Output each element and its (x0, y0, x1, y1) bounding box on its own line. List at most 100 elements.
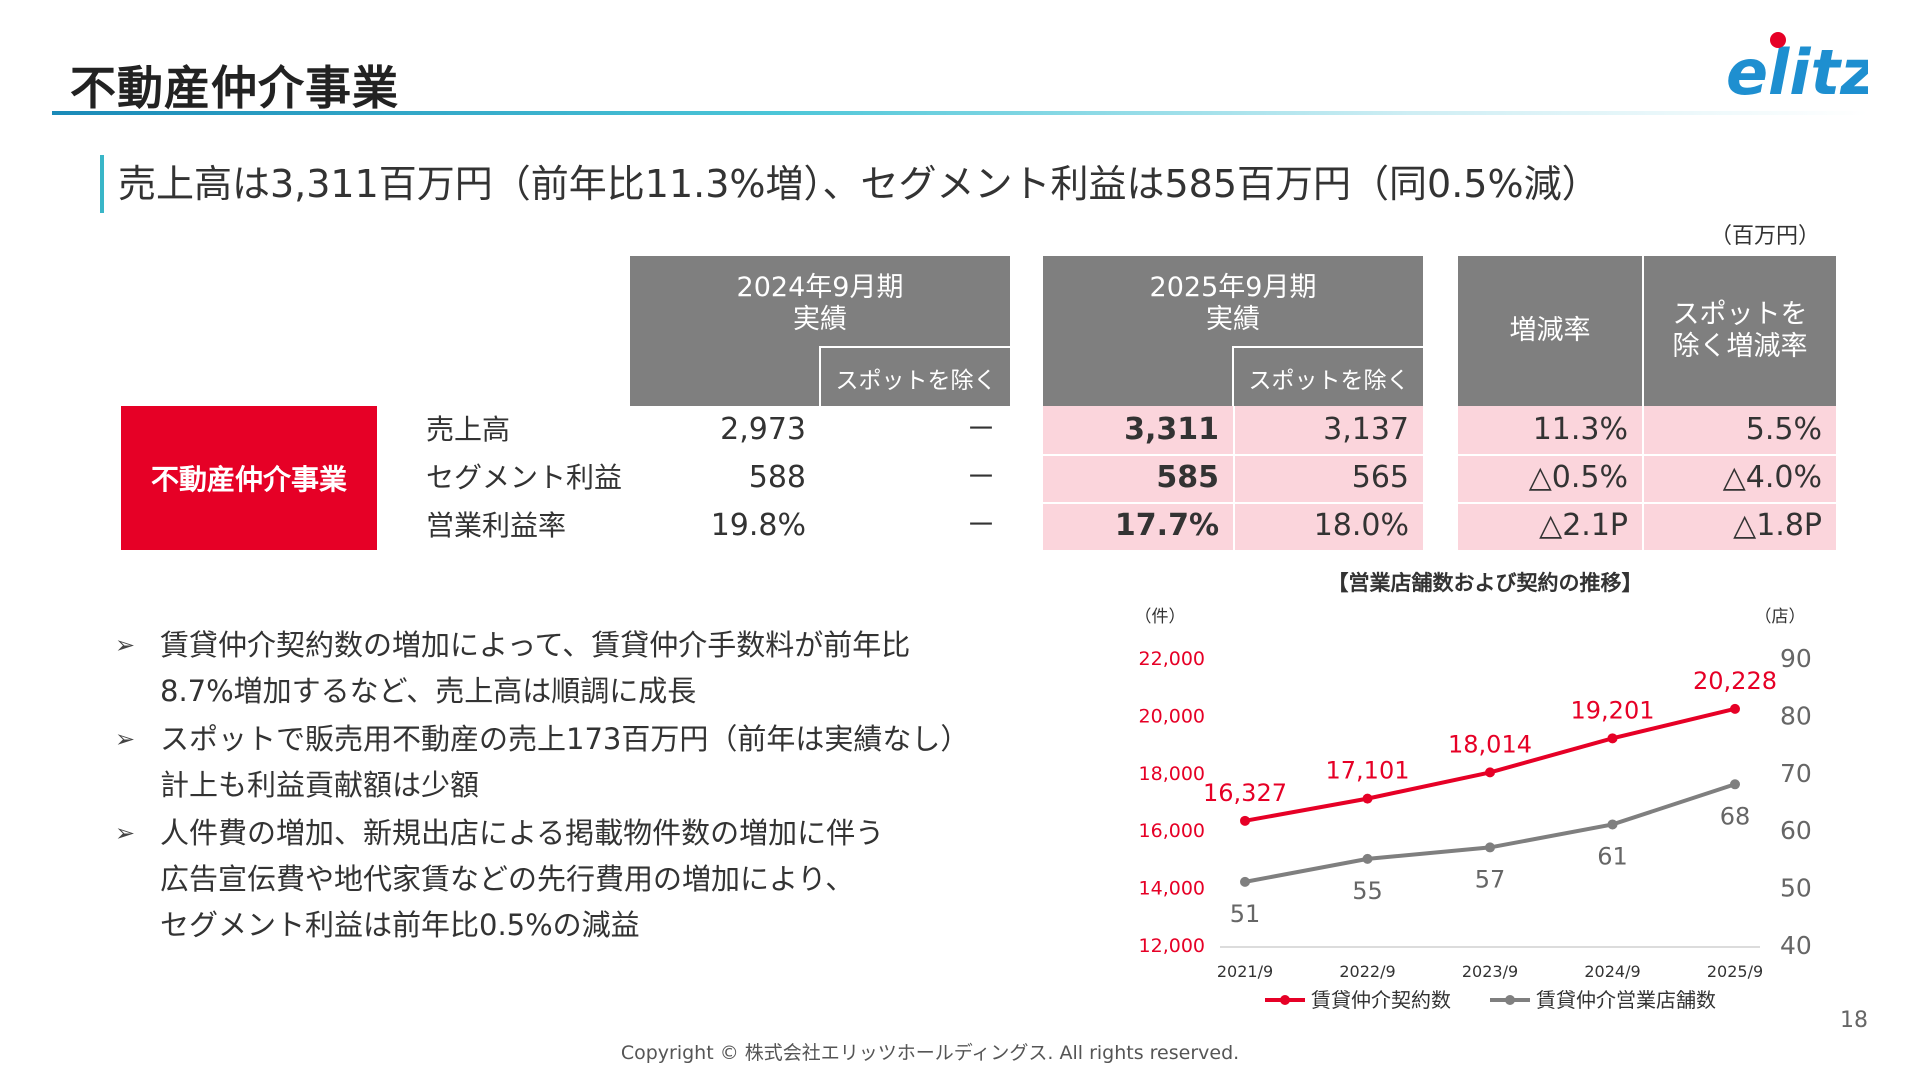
header-2025-line1: 2025年9月期 (1149, 272, 1317, 303)
x-tick-label: 2025/9 (1707, 962, 1763, 981)
data-point (1240, 876, 1250, 887)
legend-marker (1505, 995, 1515, 1005)
cell-change-ex: △4.0% (1644, 454, 1836, 502)
bullet-line: セグメント利益は前年比0.5%の減益 (160, 908, 640, 942)
data-label: 16,327 (1203, 779, 1287, 807)
legend-label: 賃貸仲介契約数 (1311, 988, 1451, 1012)
header-change: 増減率 (1458, 256, 1642, 406)
left-tick-label: 14,000 (1139, 878, 1205, 900)
logo-dot (1770, 32, 1786, 48)
lead-summary: 売上高は3,311百万円（前年比11.3%増）、セグメント利益は585百万円（同… (100, 155, 1600, 213)
arrow-bullet-icon: ➢ (115, 725, 136, 753)
right-tick-label: 90 (1780, 644, 1812, 673)
data-point (1730, 779, 1740, 790)
cell-2025-ex: 18.0% (1235, 502, 1423, 550)
pink-row-divider (1043, 454, 1423, 456)
title-rule (52, 111, 1868, 115)
x-tick-label: 2022/9 (1339, 962, 1395, 981)
bullet-item: ➢ 賃貸仲介契約数の増加によって、賃貸仲介手数料が前年比 8.7%増加するなど、… (115, 622, 1015, 714)
cell-2024-ex: － (966, 460, 996, 495)
header-2024-rule (820, 346, 1010, 348)
data-point (1362, 853, 1373, 864)
cell-change: 11.3% (1458, 406, 1642, 454)
cell-2024-ex: － (966, 412, 996, 447)
header-2024-line1: 2024年9月期 (736, 272, 904, 303)
pink-col-divider (1642, 406, 1644, 550)
row-label: 営業利益率 (426, 509, 567, 542)
bullet-text: スポットで販売用不動産の売上173百万円（前年は実績なし） 計上も利益貢献額は少… (160, 716, 969, 808)
bullet-line: 計上も利益貢献額は少額 (160, 768, 480, 802)
logo-text: elitz (1726, 36, 1868, 109)
left-tick-label: 16,000 (1139, 820, 1205, 842)
pink-row-divider (1458, 502, 1836, 504)
header-change-ex: スポットを 除く増減率 (1644, 256, 1836, 406)
header-2025-title: 2025年9月期 実績 (1043, 264, 1423, 344)
bullet-line: 人件費の増加、新規出店による掲載物件数の増加に伴う (160, 816, 885, 850)
cell-change-ex: △1.8P (1644, 502, 1836, 550)
arrow-bullet-icon: ➢ (115, 631, 136, 659)
left-axis-unit: （件） (1135, 607, 1186, 627)
pink-row-divider (1043, 502, 1423, 504)
header-change-sep (1642, 256, 1644, 406)
x-tick-label: 2023/9 (1462, 962, 1518, 981)
pink-row-divider (1458, 454, 1836, 456)
header-2025-rule (1233, 346, 1423, 348)
right-tick-label: 50 (1780, 874, 1812, 903)
elitz-logo: elitz (1726, 32, 1868, 109)
row-label: 売上高 (426, 413, 511, 446)
bullet-text: 賃貸仲介契約数の増加によって、賃貸仲介手数料が前年比 8.7%増加するなど、売上… (160, 622, 910, 714)
data-point (1485, 767, 1495, 778)
cell-2025: 17.7% (1043, 502, 1233, 550)
header-change-ex-line2: 除く増減率 (1672, 331, 1808, 362)
bullet-line: 8.7%増加するなど、売上高は順調に成長 (160, 674, 697, 708)
segment-label: 不動産仲介事業 (121, 406, 377, 550)
bullet-item: ➢ スポットで販売用不動産の売上173百万円（前年は実績なし） 計上も利益貢献額… (115, 716, 1015, 808)
data-label: 17,101 (1326, 757, 1410, 785)
right-tick-label: 70 (1780, 759, 1812, 788)
data-point (1240, 815, 1250, 826)
cell-2025: 3,311 (1043, 406, 1233, 454)
cell-change: △2.1P (1458, 502, 1642, 550)
left-tick-label: 12,000 (1139, 935, 1205, 957)
cell-2024: 2,973 (720, 412, 806, 447)
data-label: 57 (1475, 865, 1506, 893)
page-title: 不動産仲介事業 (70, 61, 399, 115)
header-2025-sep (1232, 346, 1234, 406)
left-tick-label: 18,000 (1139, 763, 1205, 785)
cell-2024: 19.8% (710, 508, 806, 543)
header-2024-title: 2024年9月期 実績 (630, 264, 1010, 344)
x-tick-label: 2021/9 (1217, 962, 1273, 981)
data-point (1607, 819, 1618, 830)
data-point (1362, 793, 1373, 804)
left-tick-label: 22,000 (1139, 648, 1205, 670)
data-label: 51 (1230, 900, 1261, 928)
stores-contracts-chart: 【営業店舗数および契約の推移】 （件） （店） 12,000 14,000 16,0… (1135, 571, 1812, 1012)
data-label: 55 (1352, 877, 1383, 905)
data-point (1485, 842, 1495, 853)
bullet-list: ➢ 賃貸仲介契約数の増加によって、賃貸仲介手数料が前年比 8.7%増加するなど、… (115, 622, 1015, 950)
copyright: Copyright © 株式会社エリッツホールディングス. All rights… (620, 1042, 1240, 1064)
header-change-ex-line1: スポットを (1672, 299, 1808, 330)
x-tick-label: 2024/9 (1584, 962, 1640, 981)
header-2025-sub: スポットを除く (1248, 367, 1410, 394)
header-2024-sep (819, 346, 821, 406)
data-label: 20,228 (1693, 667, 1777, 695)
chart-title: 【営業店舗数および契約の推移】 (1328, 571, 1643, 595)
data-label: 18,014 (1448, 730, 1532, 758)
page-number: 18 (1840, 1008, 1868, 1033)
right-tick-label: 80 (1780, 701, 1812, 730)
left-tick-label: 20,000 (1139, 705, 1205, 727)
right-tick-label: 40 (1780, 931, 1812, 960)
legend-label: 賃貸仲介営業店舗数 (1536, 988, 1716, 1012)
header-2024-line2: 実績 (793, 304, 847, 335)
data-label: 61 (1597, 842, 1628, 870)
bullet-item: ➢ 人件費の増加、新規出店による掲載物件数の増加に伴う 広告宣伝費や地代家賃など… (115, 810, 1015, 948)
right-axis-unit: （店） (1755, 607, 1806, 627)
data-point (1607, 733, 1618, 744)
cell-2024: 588 (748, 460, 806, 495)
header-2025-line2: 実績 (1206, 304, 1260, 335)
data-label: 68 (1720, 802, 1751, 830)
series-line-contracts (1244, 706, 1736, 823)
right-tick-label: 60 (1780, 816, 1812, 845)
cell-change: △0.5% (1458, 454, 1642, 502)
